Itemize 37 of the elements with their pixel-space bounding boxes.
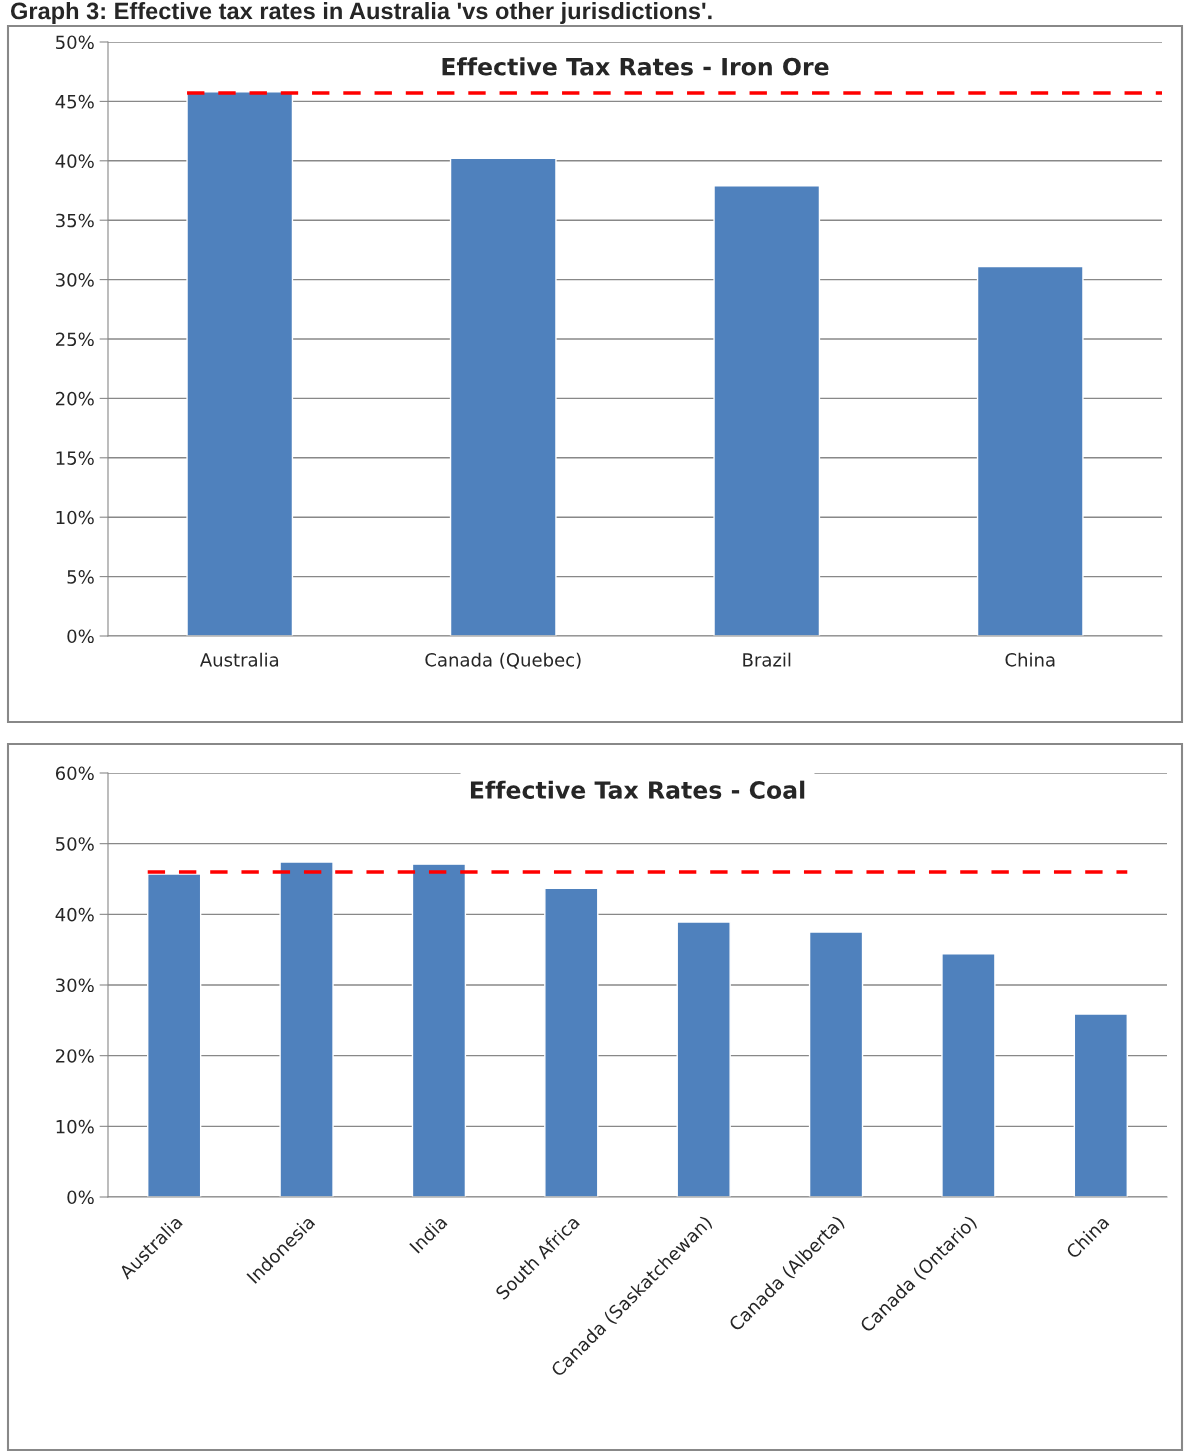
x-tick-label: Australia: [199, 652, 279, 667]
y-tick-label: 15%: [56, 451, 94, 465]
bar: [1073, 1013, 1128, 1197]
y-tick-label: 30%: [56, 978, 94, 993]
y-tick-label: 10%: [56, 1119, 94, 1134]
y-tick-label: 20%: [56, 391, 94, 406]
bar: [279, 861, 334, 1197]
x-tick-label: Brazil: [743, 652, 791, 667]
bar: [544, 887, 599, 1197]
y-tick-label: 0%: [67, 1190, 94, 1205]
y-tick-label: 60%: [55, 766, 94, 781]
y-tick-label: 25%: [56, 332, 94, 347]
bar: [676, 921, 731, 1197]
bar: [449, 157, 557, 636]
y-tick-label: 35%: [56, 213, 94, 228]
y-tick-label: 10%: [56, 510, 94, 525]
y-tick-label: 0%: [67, 629, 94, 644]
y-tick-label: 40%: [55, 907, 94, 922]
y-tick-label: 40%: [55, 154, 94, 168]
y-tick-label: 5%: [67, 570, 94, 584]
x-tick-label: China: [1005, 652, 1055, 667]
bar: [808, 931, 864, 1197]
y-tick-label: 50%: [56, 837, 94, 851]
chart-title: Effective Tax Rates - Coal: [470, 780, 805, 799]
bar: [186, 91, 294, 636]
bar: [411, 863, 467, 1197]
y-tick-label: 50%: [56, 35, 94, 50]
x-tick-label: Canada (Quebec): [425, 652, 581, 669]
y-tick-label: 45%: [55, 94, 94, 109]
bar: [713, 185, 821, 636]
y-tick-label: 20%: [56, 1049, 94, 1063]
bar: [147, 873, 202, 1197]
text: Effective Tax Rates - Iron Ore: [442, 57, 829, 76]
caption: Graph 3: Effective tax rates in Australia 'vs other jurisdictions'.: [10, 2, 712, 25]
bar: [941, 953, 996, 1197]
bar: [976, 265, 1084, 636]
y-tick-label: 30%: [56, 273, 94, 287]
